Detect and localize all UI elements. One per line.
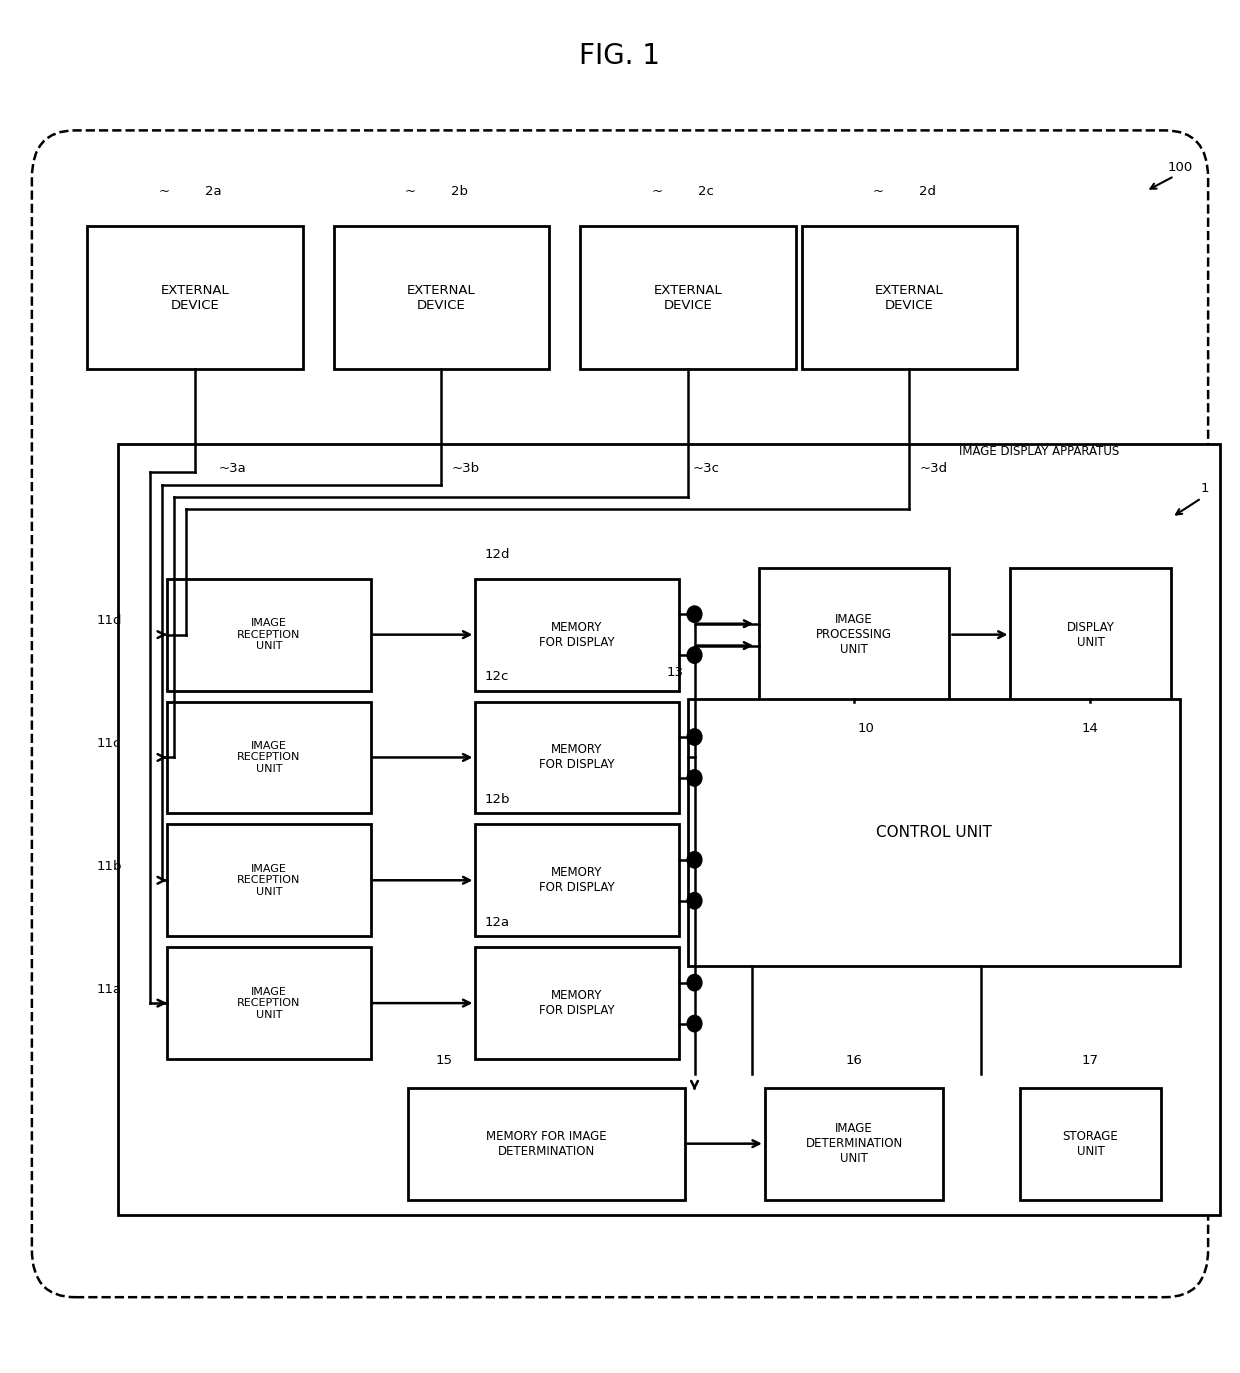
Text: MEMORY
FOR DISPLAY: MEMORY FOR DISPLAY	[539, 621, 615, 648]
Bar	[334, 227, 549, 369]
Text: MEMORY
FOR DISPLAY: MEMORY FOR DISPLAY	[539, 989, 615, 1017]
Text: IMAGE
RECEPTION
UNIT: IMAGE RECEPTION UNIT	[237, 618, 300, 651]
Text: 12b: 12b	[484, 794, 510, 806]
Text: 15: 15	[436, 1054, 453, 1067]
Text: EXTERNAL
DEVICE: EXTERNAL DEVICE	[407, 284, 476, 312]
Text: ~3b: ~3b	[451, 461, 480, 475]
Text: 1: 1	[1200, 482, 1209, 496]
Text: 11a: 11a	[97, 983, 122, 995]
Text: 12d: 12d	[484, 548, 510, 560]
Text: MEMORY
FOR DISPLAY: MEMORY FOR DISPLAY	[539, 866, 615, 894]
Text: IMAGE DISPLAY APPARATUS: IMAGE DISPLAY APPARATUS	[959, 445, 1118, 459]
Text: ~: ~	[873, 185, 884, 198]
Text: ~3c: ~3c	[693, 461, 719, 475]
Text: ~: ~	[405, 185, 417, 198]
Text: ~: ~	[651, 185, 662, 198]
Bar	[759, 568, 950, 702]
Circle shape	[687, 892, 702, 909]
Text: IMAGE
RECEPTION
UNIT: IMAGE RECEPTION UNIT	[237, 864, 300, 897]
Circle shape	[687, 975, 702, 991]
Text: 17: 17	[1083, 1054, 1099, 1067]
Text: ~: ~	[159, 185, 170, 198]
Text: FIG. 1: FIG. 1	[579, 43, 661, 70]
Circle shape	[687, 729, 702, 746]
Text: MEMORY
FOR DISPLAY: MEMORY FOR DISPLAY	[539, 743, 615, 772]
Text: 12a: 12a	[485, 916, 510, 930]
Text: STORAGE
UNIT: STORAGE UNIT	[1063, 1130, 1118, 1157]
Bar	[1011, 568, 1171, 702]
Text: 14: 14	[1083, 722, 1099, 736]
Bar	[580, 227, 796, 369]
Text: IMAGE
RECEPTION
UNIT: IMAGE RECEPTION UNIT	[237, 987, 300, 1020]
Bar	[167, 947, 371, 1059]
Text: DISPLAY
UNIT: DISPLAY UNIT	[1066, 621, 1115, 648]
Text: 2a: 2a	[206, 185, 222, 198]
Bar	[475, 578, 678, 691]
Bar	[87, 227, 303, 369]
Bar	[1019, 1087, 1162, 1200]
Text: ~3d: ~3d	[920, 461, 949, 475]
Circle shape	[687, 851, 702, 868]
Bar	[167, 702, 371, 813]
Bar	[118, 445, 1220, 1215]
Circle shape	[687, 647, 702, 663]
Text: 11b: 11b	[97, 859, 122, 873]
Text: 100: 100	[1168, 162, 1193, 174]
Circle shape	[687, 605, 702, 622]
Text: EXTERNAL
DEVICE: EXTERNAL DEVICE	[653, 284, 722, 312]
Text: 16: 16	[846, 1054, 863, 1067]
Bar	[475, 947, 678, 1059]
Bar	[765, 1087, 944, 1200]
Text: 11c: 11c	[97, 737, 122, 750]
Text: 2c: 2c	[698, 185, 714, 198]
Text: MEMORY FOR IMAGE
DETERMINATION: MEMORY FOR IMAGE DETERMINATION	[486, 1130, 606, 1157]
Text: ~3a: ~3a	[218, 461, 246, 475]
Text: 13: 13	[667, 666, 684, 678]
Bar	[802, 227, 1017, 369]
Circle shape	[687, 1016, 702, 1031]
Text: CONTROL UNIT: CONTROL UNIT	[877, 825, 992, 840]
Bar	[688, 699, 1180, 965]
Bar	[475, 824, 678, 936]
Text: IMAGE
PROCESSING
UNIT: IMAGE PROCESSING UNIT	[816, 614, 892, 656]
Text: EXTERNAL
DEVICE: EXTERNAL DEVICE	[875, 284, 944, 312]
Circle shape	[687, 770, 702, 787]
Text: 2d: 2d	[919, 185, 936, 198]
Text: EXTERNAL
DEVICE: EXTERNAL DEVICE	[161, 284, 229, 312]
Text: IMAGE
DETERMINATION
UNIT: IMAGE DETERMINATION UNIT	[806, 1122, 903, 1166]
Text: 11d: 11d	[97, 615, 122, 627]
Bar	[475, 702, 678, 813]
Text: 2b: 2b	[451, 185, 469, 198]
Text: 12c: 12c	[485, 670, 510, 684]
Bar	[167, 824, 371, 936]
Bar	[408, 1087, 684, 1200]
Text: IMAGE
RECEPTION
UNIT: IMAGE RECEPTION UNIT	[237, 741, 300, 774]
Text: 10: 10	[858, 722, 874, 736]
Bar	[167, 578, 371, 691]
